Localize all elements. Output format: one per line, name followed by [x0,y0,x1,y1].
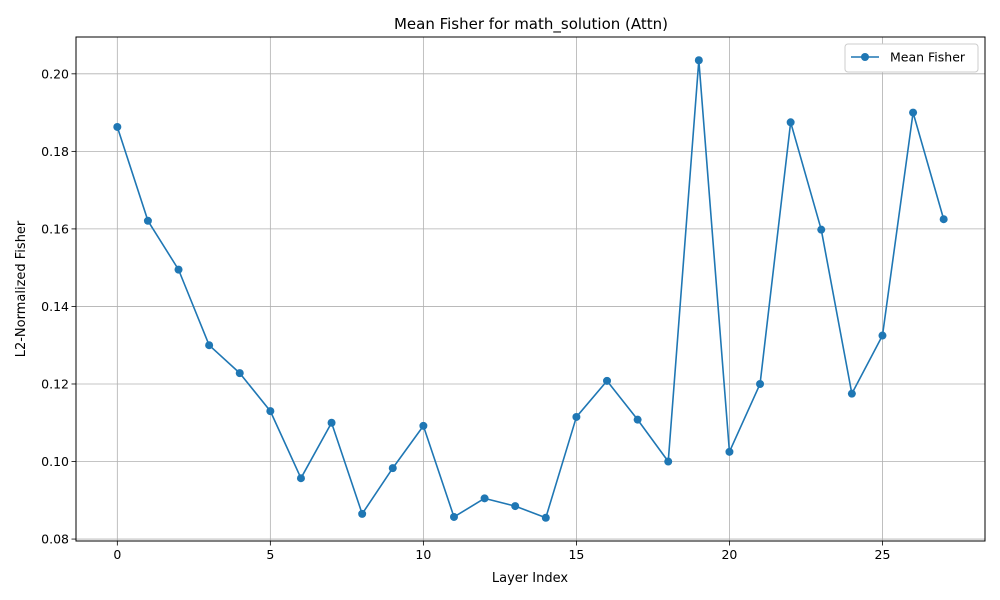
data-point [878,331,887,340]
data-point [511,502,520,511]
series-layer [113,56,948,522]
x-tick-label: 0 [113,547,121,562]
x-tick-label: 15 [568,547,584,562]
y-axis-label: L2-Normalized Fisher [14,220,29,357]
data-point [296,474,305,483]
series-line-mean-fisher [116,59,945,519]
data-point [633,415,642,424]
y-tick-label: 0.20 [41,66,69,81]
data-point [113,122,122,131]
data-point [847,389,856,398]
y-tick-label: 0.16 [41,221,69,236]
data-point [388,464,397,473]
legend-entry-mean-fisher: Mean Fisher [890,50,966,65]
grid-lines [76,37,985,541]
data-point [174,265,183,274]
data-point [449,512,458,521]
data-point [725,447,734,456]
x-tick-label: 25 [875,547,891,562]
data-point [572,412,581,421]
legend-box [844,43,979,73]
data-point [235,369,244,378]
chart-title: Mean Fisher for math_solution (Attn) [394,15,668,34]
x-axis-label: Layer Index [492,571,568,586]
x-tick-label: 20 [721,547,737,562]
legend: Mean Fisher [844,43,979,73]
data-point [603,376,612,385]
data-point [817,225,826,234]
y-axis-ticks: 0.08 0.10 0.12 0.14 0.16 0.18 0.20 [41,66,76,547]
data-point [205,341,214,350]
data-point [327,418,336,427]
data-point [664,457,673,466]
data-point [909,108,918,117]
data-point [694,56,703,65]
y-tick-label: 0.14 [41,299,69,314]
data-point [358,509,367,518]
data-point [939,215,948,224]
y-tick-label: 0.08 [41,532,69,547]
data-point [266,407,275,416]
x-axis-ticks: 0 5 10 15 20 25 [113,541,890,562]
data-point [541,513,550,522]
data-point [756,379,765,388]
data-point [480,494,489,503]
data-point [419,421,428,430]
plot-area-frame [75,36,986,542]
y-tick-label: 0.18 [41,144,69,159]
data-point [786,118,795,127]
legend-marker-swatch [861,53,869,61]
y-tick-label: 0.12 [41,376,69,391]
data-point [143,216,152,225]
x-tick-label: 10 [415,547,431,562]
x-tick-label: 5 [266,547,274,562]
y-tick-label: 0.10 [41,454,69,469]
